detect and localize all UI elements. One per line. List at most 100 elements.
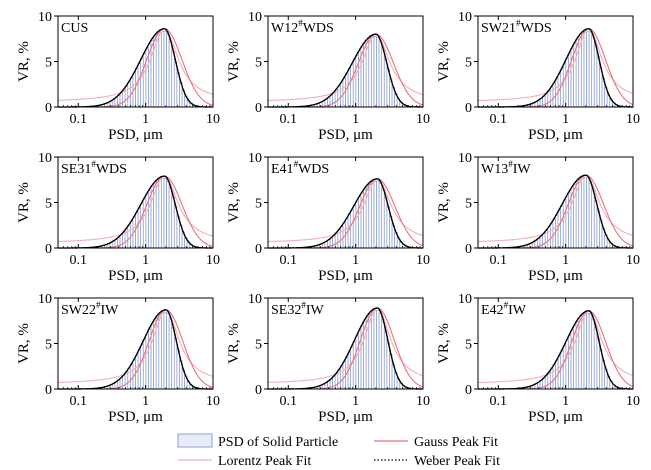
psd-bar (583, 31, 587, 108)
psd-bar (562, 200, 567, 249)
psd-bar (168, 41, 173, 108)
psd-bar (355, 201, 359, 249)
psd-bar (122, 374, 126, 390)
psd-bar (142, 53, 147, 108)
y-axis-title: VR, % (436, 323, 452, 364)
y-tick-label: 0 (255, 101, 262, 116)
psd-bar (373, 180, 377, 249)
y-tick-label: 10 (248, 292, 262, 307)
panel-2: 0.1 1 10 0 5 10 PSD, μm VR, % W12#WDS (226, 10, 430, 143)
panel-label: W12#WDS (271, 18, 334, 36)
panel-1: 0.1 1 10 0 5 10 PSD, μm VR, % CUS (16, 10, 220, 143)
psd-bar (547, 90, 551, 108)
psd-bar (378, 313, 383, 390)
psd-bar (352, 341, 357, 390)
psd-bar (383, 330, 388, 390)
x-tick-label: 1 (142, 253, 149, 268)
y-axis: 0 5 10 (248, 292, 268, 398)
x-tick-label: 0.1 (280, 394, 298, 409)
y-axis-title: VR, % (436, 41, 452, 82)
legend-entry: Weber Peak Fit (374, 454, 500, 469)
y-axis: 0 5 10 (38, 292, 58, 398)
psd-bar (173, 61, 178, 108)
lorentz-fit-line (267, 178, 424, 243)
x-tick-label: 1 (352, 253, 359, 268)
psd-bar (547, 226, 551, 249)
psd-bar (562, 345, 567, 390)
psd-bar (378, 41, 383, 108)
psd-bar (565, 58, 569, 108)
panel-label: SW21#WDS (481, 18, 552, 36)
psd-bar (332, 376, 336, 390)
x-tick-label: 1 (562, 394, 569, 409)
x-axis: 0.1 1 10 (57, 298, 220, 409)
x-tick-label: 1 (352, 112, 359, 127)
psd-bar (547, 372, 551, 390)
lorentz-fit-line (477, 174, 634, 242)
y-axis: 0 5 10 (38, 10, 58, 116)
psd-bar (158, 179, 162, 249)
psd-bar (586, 312, 590, 390)
psd-bar (588, 31, 593, 108)
x-tick-label: 1 (562, 253, 569, 268)
x-tick-label: 0.1 (70, 112, 88, 127)
x-tick-label: 1 (352, 394, 359, 409)
psd-bar (119, 234, 123, 249)
psd-bar (386, 342, 390, 390)
psd-bar (124, 371, 129, 390)
psd-bar (137, 349, 142, 390)
psd-bar (376, 310, 380, 390)
psd-bar (163, 178, 167, 249)
y-axis: 0 5 10 (248, 10, 268, 116)
psd-bar (596, 56, 600, 108)
psd-bar (350, 346, 354, 390)
psd-bars (503, 177, 616, 249)
x-tick-label: 10 (416, 253, 430, 268)
psd-bar (155, 180, 160, 249)
psd-bar (334, 373, 339, 390)
psd-bar (140, 58, 144, 108)
y-tick-label: 5 (255, 197, 262, 212)
psd-bar (596, 338, 600, 390)
psd-bar (376, 180, 380, 249)
x-tick-label: 0.1 (280, 112, 298, 127)
y-axis-title: VR, % (226, 182, 242, 223)
psd-bar (352, 205, 357, 249)
psd-bar (552, 82, 556, 108)
legend-entry: Lorentz Peak Fit (178, 454, 311, 469)
x-axis: 0.1 1 10 (477, 157, 640, 268)
psd-bar (378, 183, 383, 249)
y-tick-label: 0 (255, 242, 262, 257)
legend-entry: PSD of Solid Particle (177, 433, 338, 450)
x-axis: 0.1 1 10 (267, 298, 430, 409)
y-tick-label: 10 (38, 151, 52, 166)
y-tick-label: 0 (45, 242, 52, 257)
panel-label: E42#IW (481, 300, 527, 318)
psd-bar (163, 311, 167, 390)
x-tick-label: 10 (626, 253, 640, 268)
x-tick-label: 10 (416, 112, 430, 127)
panel-label: CUS (61, 21, 88, 36)
x-tick-label: 0.1 (490, 394, 508, 409)
psd-bar (588, 182, 593, 249)
psd-bar (386, 69, 390, 108)
psd-bar (168, 318, 173, 390)
legend-label: Lorentz Peak Fit (218, 454, 311, 469)
x-axis-title: PSD, μm (528, 409, 583, 425)
y-tick-label: 10 (248, 10, 262, 25)
panel-3: 0.1 1 10 0 5 10 PSD, μm VR, % SW21#WDS (436, 10, 640, 143)
lorentz-fit-line (477, 310, 634, 384)
y-tick-label: 5 (255, 56, 262, 71)
x-axis-title: PSD, μm (318, 409, 373, 425)
psd-bar (173, 206, 178, 249)
psd-bar (137, 63, 142, 108)
y-axis: 0 5 10 (248, 151, 268, 257)
y-tick-label: 5 (465, 56, 472, 71)
y-tick-label: 0 (45, 101, 52, 116)
psd-bar (166, 34, 170, 108)
legend-entry: Gauss Peak Fit (374, 435, 498, 450)
psd-bar (173, 338, 178, 390)
psd-bar (593, 327, 598, 390)
psd-bar (593, 45, 598, 108)
psd-bar (334, 232, 339, 249)
